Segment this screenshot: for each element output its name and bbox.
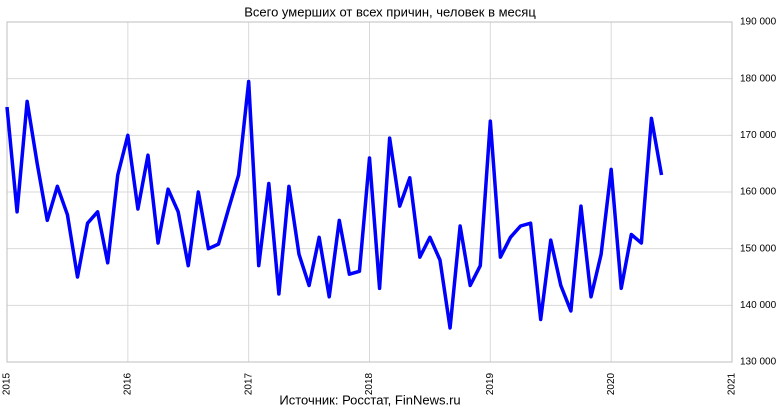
x-tick-label: 2020 xyxy=(606,372,617,395)
y-tick-label: 190 000 xyxy=(740,17,777,28)
y-tick-label: 130 000 xyxy=(740,357,777,368)
x-tick-label: 2018 xyxy=(364,372,375,395)
y-tick-label: 150 000 xyxy=(740,243,777,254)
x-tick-label: 2016 xyxy=(122,372,133,395)
x-tick-label: 2019 xyxy=(485,372,496,395)
y-tick-label: 160 000 xyxy=(740,187,777,198)
line xyxy=(5,79,664,330)
x-tick-label: 2015 xyxy=(2,372,13,395)
x-tick-label: 2017 xyxy=(243,372,254,395)
y-tick-label: 170 000 xyxy=(740,130,777,141)
plot-border xyxy=(6,21,733,363)
chart-title: Всего умерших от всех причин, человек в … xyxy=(244,4,536,19)
y-tick-label: 180 000 xyxy=(740,73,777,84)
y-tick-label: 140 000 xyxy=(740,300,777,311)
source: Источник: Росстат, FinNews.ru xyxy=(279,392,460,407)
x-tick-label: 2021 xyxy=(727,372,738,395)
